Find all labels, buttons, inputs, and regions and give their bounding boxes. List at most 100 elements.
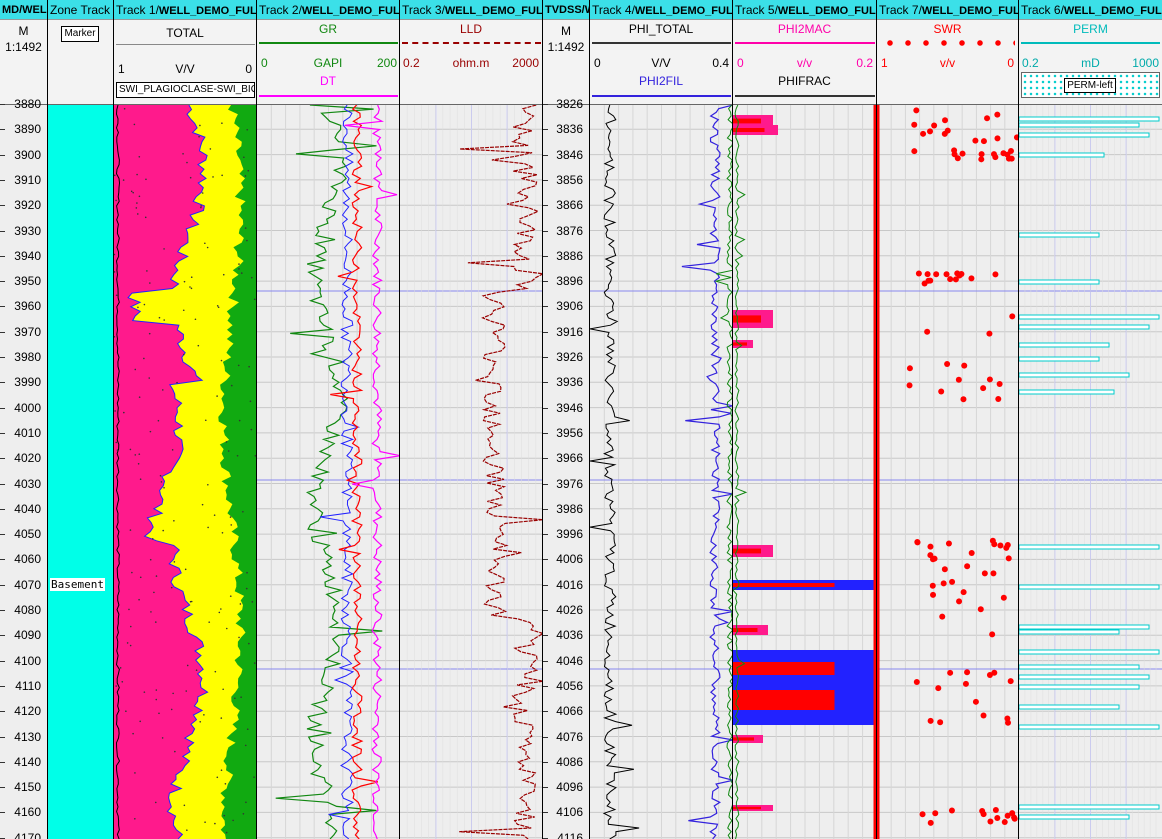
lithology-texture-dot (128, 608, 130, 611)
swr-point (939, 613, 946, 620)
md-depth-label: 4040 (14, 501, 41, 516)
tvd-depth-label: 3966 (556, 451, 583, 466)
swr-point (1004, 542, 1011, 549)
tvdss-track-title[interactable]: TVDSS/WELL_DEMO_FULL (543, 0, 589, 20)
lithology-legend[interactable]: SWI_PLAGIOCLASE-SWI_BIOTITE (116, 82, 255, 98)
lithology-texture-dot (137, 306, 139, 309)
swr-point (979, 807, 986, 814)
lithology-texture-dot (204, 821, 206, 823)
total-curve-label: TOTAL (166, 26, 204, 40)
lithology-texture-dot (250, 428, 253, 431)
lithology-texture-dot (238, 263, 240, 265)
lithology-texture-dot (137, 462, 140, 465)
track-7-title[interactable]: Track 7/WELL_DEMO_FULL (877, 0, 1018, 20)
swr-point (931, 555, 938, 562)
perm-spike (1019, 629, 1120, 635)
lithology-texture-dot (200, 205, 202, 207)
lithology-texture-dot (148, 377, 151, 379)
lithology-texture-dot (153, 591, 155, 594)
lld-unit: ohm.m (452, 56, 490, 70)
gr-scale-line (259, 42, 398, 44)
perm-plot (1019, 105, 1162, 839)
track-2-title[interactable]: Track 2/WELL_DEMO_FULL (257, 0, 399, 20)
tvd-depth-label: 3886 (556, 248, 583, 263)
lithology-boundary-curve (127, 105, 209, 839)
md-depth-label: 4130 (14, 729, 41, 744)
lithology-texture-dot (244, 744, 247, 747)
lithology-texture-dot (154, 621, 157, 623)
swr-point (1004, 812, 1011, 819)
tvd-depth-label: 3906 (556, 299, 583, 314)
perm-spike (1019, 324, 1150, 330)
depth-tick (543, 179, 548, 181)
track-1-title[interactable]: Track 1/WELL_DEMO_FULL (114, 0, 256, 20)
lithology-texture-dot (149, 558, 152, 561)
track-5-title[interactable]: Track 5/WELL_DEMO_FULL (733, 0, 876, 20)
lithology-texture-dot (150, 611, 152, 613)
track-2[interactable]: Track 2/WELL_DEMO_FULL GR 0 GAPI 200 DT (257, 0, 400, 839)
perm-legend-pattern[interactable] (1021, 72, 1160, 98)
depth-tick (543, 837, 548, 839)
md-depth-label: 4090 (14, 628, 41, 643)
lithology-texture-dot (232, 819, 234, 822)
lithology-texture-dot (149, 282, 151, 284)
track-6-title[interactable]: Track 6/WELL_DEMO_FULL (1019, 0, 1162, 20)
tvd-unit: M (561, 24, 571, 38)
lithology-texture-dot (225, 441, 228, 443)
lithology-texture-dot (139, 720, 141, 723)
track-7[interactable]: Track 7/WELL_DEMO_FULL SWR 1 v/v 0 (877, 0, 1019, 839)
depth-tick (0, 281, 5, 283)
lithology-texture-dot (246, 571, 248, 574)
md-track[interactable]: MD/WELL_DEMO_FULL M 1:1492 3880389039003… (0, 0, 48, 839)
phi2mac-right-scale: 0.2 (856, 56, 873, 70)
swr-plot (877, 105, 1018, 839)
total-scale-line (116, 44, 255, 45)
track-3-title[interactable]: Track 3/WELL_DEMO_FULL (400, 0, 542, 20)
lithology-texture-dot (218, 611, 221, 614)
lithology-texture-dot (114, 410, 116, 412)
md-depth-label: 4160 (14, 805, 41, 820)
dt-curve (344, 105, 399, 839)
lithology-texture-dot (239, 603, 242, 605)
lithology-texture-dot (183, 280, 186, 283)
perm-spike (1019, 684, 1140, 690)
tvdss-track[interactable]: TVDSS/WELL_DEMO_FULL M 1:1492 3826383638… (543, 0, 590, 839)
lithology-texture-dot (154, 801, 157, 804)
md-depth-label: 4030 (14, 476, 41, 491)
track-6[interactable]: Track 6/WELL_DEMO_FULL PERM 0.2 mD 1000 … (1019, 0, 1162, 839)
lithology-texture-dot (176, 381, 178, 384)
lithology-texture-dot (230, 384, 233, 387)
phifrac-label: PHIFRAC (778, 74, 831, 88)
lithology-texture-dot (115, 294, 118, 297)
lithology-texture-dot (145, 178, 147, 181)
phi2mac-core-fill (733, 548, 761, 554)
swr-point (959, 150, 966, 157)
track-4-title[interactable]: Track 4/WELL_DEMO_FULL (590, 0, 732, 20)
perm-legend[interactable]: PERM-left (1064, 78, 1116, 93)
perm-spike (1019, 664, 1140, 670)
depth-tick (543, 584, 548, 586)
swr-point (968, 275, 975, 282)
swr-point (996, 381, 1003, 388)
md-depth-label: 3880 (14, 97, 41, 111)
lithology-texture-dot (194, 318, 197, 321)
lithology-texture-dot (195, 669, 198, 672)
zone-basement-label: Basement (50, 578, 105, 591)
tvd-depth-label: 3876 (556, 223, 583, 238)
lithology-texture-dot (138, 396, 141, 398)
perm-spike (1019, 116, 1160, 122)
depth-tick (543, 812, 548, 814)
track-4[interactable]: Track 4/WELL_DEMO_FULL PHI_TOTAL 0 V/V 0… (590, 0, 733, 839)
track-5[interactable]: Track 5/WELL_DEMO_FULL PHI2MAC 0 v/v 0.2… (733, 0, 877, 839)
total-curve (115, 105, 121, 839)
perm-spike (1019, 232, 1100, 238)
track-3[interactable]: Track 3/WELL_DEMO_FULL LLD 0.2 ohm.m 200… (400, 0, 543, 839)
swr-point (954, 270, 961, 277)
zone-track-title[interactable]: Zone Track (48, 0, 113, 20)
marker-legend[interactable]: Marker (61, 26, 99, 42)
md-track-title[interactable]: MD/WELL_DEMO_FULL (0, 0, 47, 20)
zone-track[interactable]: Zone Track Marker Basement (48, 0, 114, 839)
zone-basement-fill[interactable] (48, 105, 113, 839)
swr-point (927, 543, 934, 550)
track-1[interactable]: Track 1/WELL_DEMO_FULL TOTAL 1 V/V 0 SWI… (114, 0, 257, 839)
